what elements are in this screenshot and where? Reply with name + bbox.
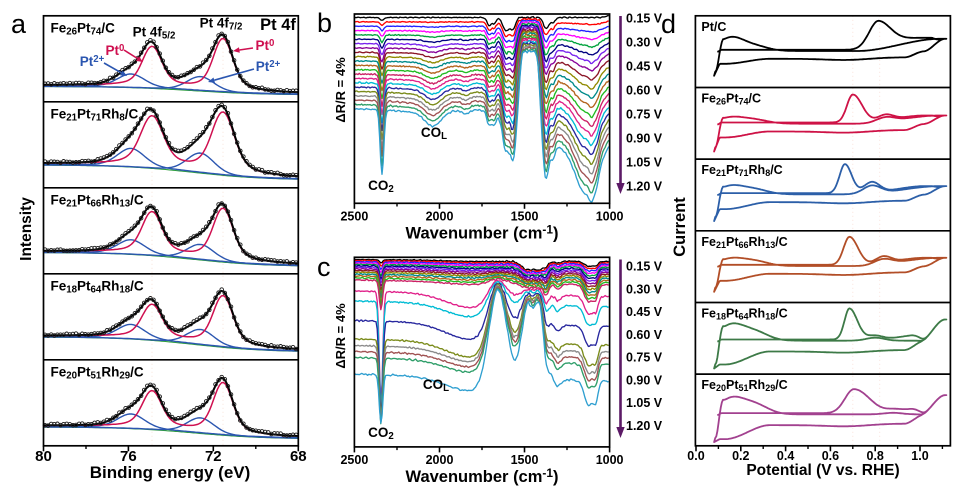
svg-text:Fe18Pt64Rh18/C: Fe18Pt64Rh18/C: [701, 306, 787, 321]
svg-text:Fe26Pt74/C: Fe26Pt74/C: [701, 91, 761, 106]
svg-text:0.45 V: 0.45 V: [626, 60, 663, 74]
svg-text:0.2: 0.2: [732, 449, 749, 463]
svg-text:0.4: 0.4: [777, 449, 794, 463]
svg-text:0.15 V: 0.15 V: [626, 12, 663, 26]
svg-text:ΔR/R = 4%: ΔR/R = 4%: [333, 57, 348, 123]
svg-text:2500: 2500: [340, 209, 368, 223]
svg-text:Fe26Pt74/C: Fe26Pt74/C: [51, 20, 116, 37]
svg-text:Fe18Pt64Rh18/C: Fe18Pt64Rh18/C: [51, 278, 144, 295]
svg-text:Fe21Pt66Rh13/C: Fe21Pt66Rh13/C: [51, 192, 144, 209]
svg-text:0.30 V: 0.30 V: [626, 36, 663, 50]
svg-text:0.75 V: 0.75 V: [626, 351, 663, 365]
svg-text:c: c: [317, 252, 331, 282]
svg-text:Binding energy (eV): Binding energy (eV): [90, 463, 251, 482]
svg-text:ΔR/R = 4%: ΔR/R = 4%: [333, 303, 348, 369]
svg-text:b: b: [317, 8, 332, 38]
svg-text:COL: COL: [423, 377, 449, 394]
svg-text:Fe20Pt51Rh29/C: Fe20Pt51Rh29/C: [701, 378, 787, 393]
svg-text:Pt 4f7/2: Pt 4f7/2: [200, 16, 243, 33]
svg-text:CO2: CO2: [368, 178, 394, 195]
svg-text:1.0: 1.0: [911, 449, 928, 463]
svg-text:0.8: 0.8: [867, 449, 884, 463]
svg-text:0.6: 0.6: [822, 449, 839, 463]
svg-text:a: a: [11, 9, 27, 39]
svg-text:COL: COL: [421, 125, 447, 142]
svg-text:80: 80: [35, 448, 52, 465]
svg-text:Wavenumber (cm-1): Wavenumber (cm-1): [405, 223, 558, 243]
svg-text:Wavenumber (cm-1): Wavenumber (cm-1): [405, 466, 558, 486]
svg-text:1.05 V: 1.05 V: [626, 396, 663, 410]
svg-text:1.05 V: 1.05 V: [626, 156, 663, 170]
svg-text:CO2: CO2: [368, 425, 394, 442]
svg-text:Pt 4f5/2: Pt 4f5/2: [133, 25, 176, 42]
svg-text:2000: 2000: [426, 453, 454, 467]
svg-text:2000: 2000: [426, 209, 454, 223]
svg-text:72: 72: [205, 448, 222, 465]
svg-text:Pt2+: Pt2+: [256, 59, 281, 74]
svg-text:0.90 V: 0.90 V: [626, 373, 663, 387]
svg-text:68: 68: [290, 448, 307, 465]
svg-text:Potential (V vs. RHE): Potential (V vs. RHE): [746, 462, 899, 479]
svg-text:d: d: [661, 9, 676, 39]
svg-text:Current: Current: [671, 197, 689, 257]
svg-text:Pt/C: Pt/C: [701, 20, 726, 34]
svg-text:Pt 4f: Pt 4f: [260, 16, 296, 34]
svg-text:Pt2+: Pt2+: [80, 54, 105, 69]
svg-text:0.30 V: 0.30 V: [626, 282, 663, 296]
svg-text:1.20 V: 1.20 V: [626, 419, 663, 433]
svg-text:1500: 1500: [511, 453, 539, 467]
svg-text:1500: 1500: [511, 209, 539, 223]
svg-text:1.20 V: 1.20 V: [626, 180, 663, 194]
svg-text:0.60 V: 0.60 V: [626, 84, 663, 98]
svg-text:Pt0: Pt0: [106, 43, 125, 58]
svg-text:0.90 V: 0.90 V: [626, 132, 663, 146]
svg-text:Fe21Pt71Rh8/C: Fe21Pt71Rh8/C: [51, 106, 139, 123]
svg-text:0.45 V: 0.45 V: [626, 305, 663, 319]
svg-text:1000: 1000: [596, 453, 624, 467]
svg-text:Fe21Pt66Rh13/C: Fe21Pt66Rh13/C: [701, 235, 787, 250]
svg-text:0.0: 0.0: [687, 449, 704, 463]
svg-text:Pt0: Pt0: [256, 38, 275, 53]
svg-text:0.75 V: 0.75 V: [626, 108, 663, 122]
svg-text:0.60 V: 0.60 V: [626, 328, 663, 342]
svg-text:76: 76: [120, 448, 137, 465]
svg-text:Fe21Pt71Rh8/C: Fe21Pt71Rh8/C: [701, 163, 782, 178]
svg-text:1000: 1000: [596, 209, 624, 223]
svg-text:0.15 V: 0.15 V: [626, 260, 663, 274]
svg-text:2500: 2500: [340, 453, 368, 467]
svg-text:Intensity: Intensity: [18, 197, 35, 261]
svg-text:Fe20Pt51Rh29/C: Fe20Pt51Rh29/C: [51, 364, 144, 381]
